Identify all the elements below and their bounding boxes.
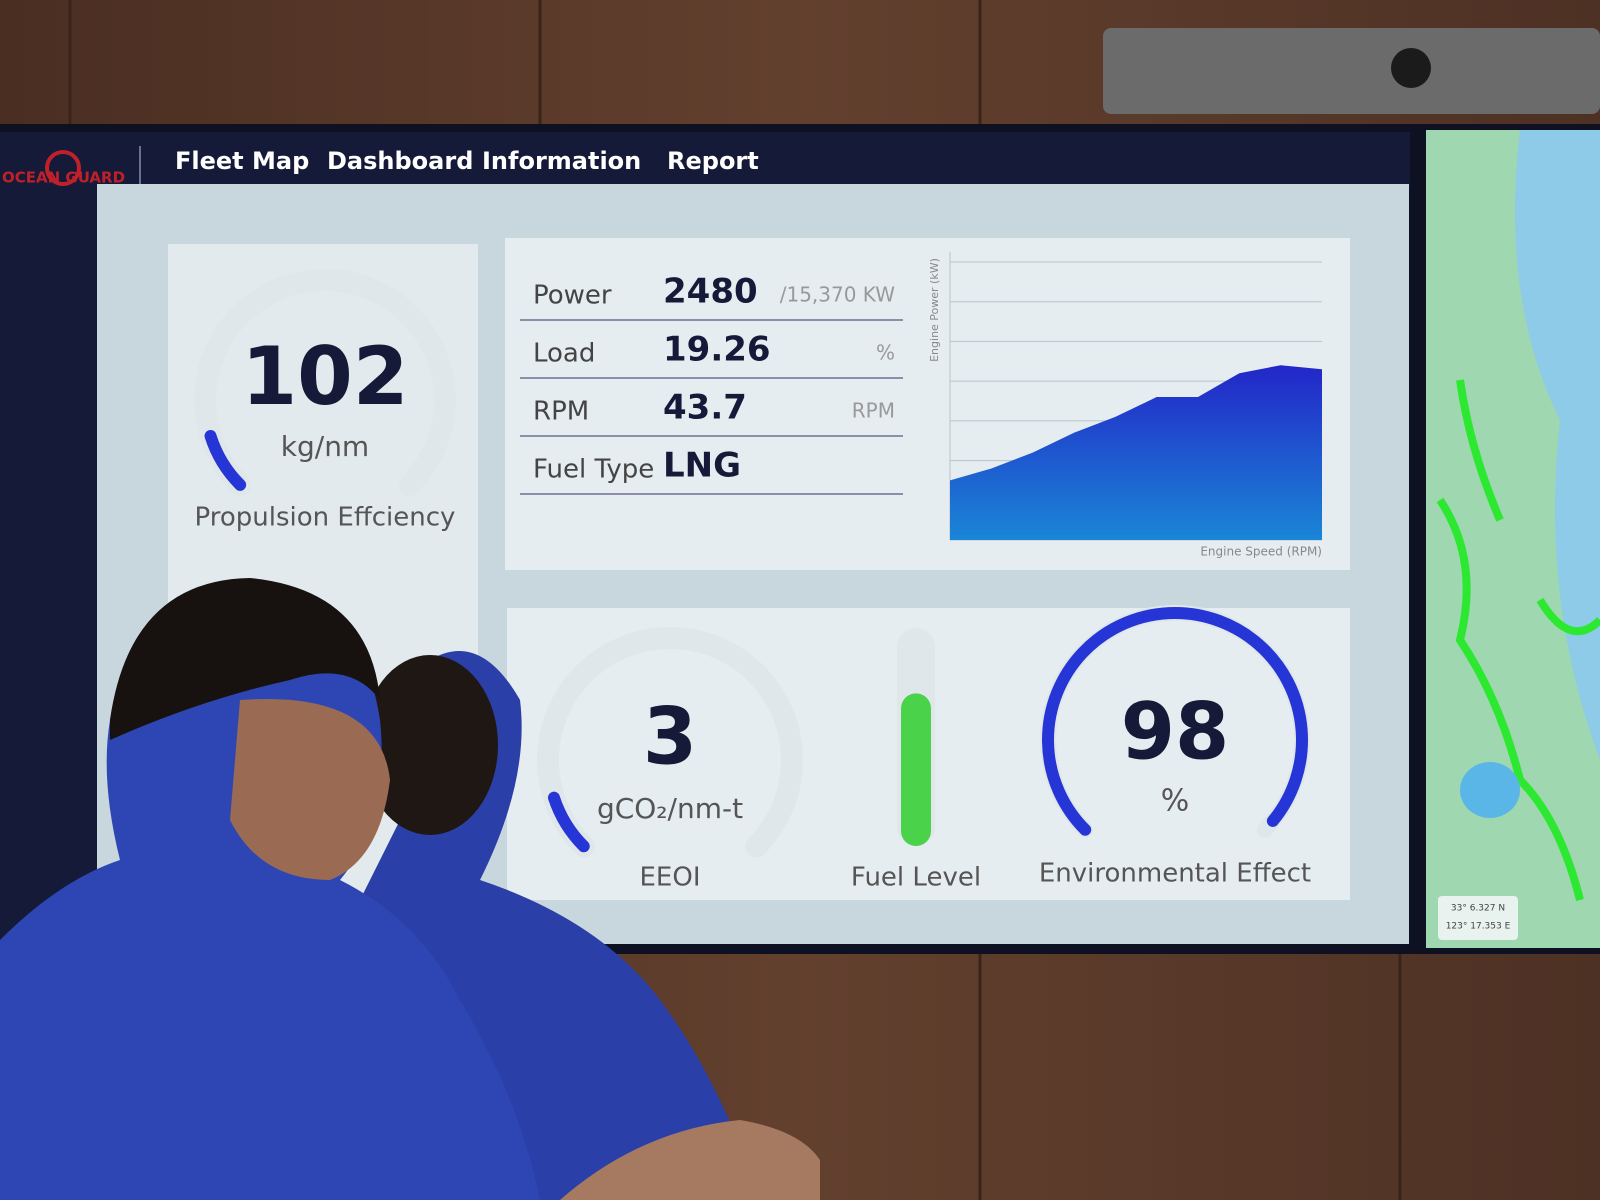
- map-routes: [1436, 379, 1600, 901]
- nav-bar: [0, 132, 1410, 190]
- camera-bar: [1103, 28, 1600, 114]
- fuel-label: Fuel Level: [851, 863, 981, 893]
- row-value: 19.26: [663, 330, 771, 370]
- content: 102 kg/nm Propulsion Effciency 3 gCO₂/nm-t EE…: [194, 252, 1322, 893]
- logo: OCEAN GUARD: [2, 169, 125, 187]
- gauge-arc: [1042, 607, 1308, 836]
- gauge-arc: [547, 791, 590, 853]
- camera-lens: [1391, 48, 1431, 88]
- row-label: Power: [533, 281, 612, 311]
- person-head: [362, 655, 498, 835]
- hand: [560, 1120, 820, 1200]
- gauge-value: 98: [1121, 687, 1230, 777]
- gauge-track: [194, 269, 456, 496]
- gauge-label: Propulsion Effciency: [195, 503, 456, 533]
- x-axis-label: Engine Speed (RPM): [1200, 545, 1322, 559]
- gauge-unit: kg/nm: [281, 430, 369, 463]
- gauge-value: 3: [643, 692, 697, 782]
- row-value: 2480: [663, 272, 758, 312]
- sidebar: [0, 190, 97, 944]
- gauge-value: 102: [242, 330, 409, 423]
- gauge-arc: [204, 430, 247, 491]
- row-label: Fuel Type: [533, 455, 654, 485]
- row-unit: %: [876, 341, 895, 365]
- person-face: [230, 699, 390, 880]
- row-label: RPM: [533, 397, 589, 427]
- nav-item[interactable]: Information: [482, 147, 641, 175]
- map-coords-box: [1438, 896, 1518, 940]
- gauge-label: EEOI: [640, 863, 701, 893]
- y-axis-label: Engine Power (kW): [928, 258, 941, 362]
- row-label: Load: [533, 339, 595, 369]
- fuel-bar: [901, 693, 931, 846]
- row-value: 43.7: [663, 388, 747, 428]
- map-coord: 33° 6.327 N: [1451, 904, 1505, 914]
- map-lake: [1460, 762, 1520, 818]
- row-unit: RPM: [852, 399, 895, 423]
- nav-item[interactable]: Dashboard: [327, 147, 473, 175]
- gauge-track: [537, 627, 803, 858]
- person: [0, 580, 540, 1200]
- area: [950, 365, 1322, 540]
- person-hair: [110, 578, 380, 740]
- gauge-label: Environmental Effect: [1039, 859, 1311, 889]
- map-sea: [1426, 130, 1600, 760]
- gauge-unit: %: [1161, 784, 1190, 819]
- row-unit: /15,370 KW: [780, 283, 895, 307]
- nav-items: Fleet Map Dashboard Information Report: [175, 147, 759, 175]
- people: [0, 578, 820, 1200]
- row-value: LNG: [663, 446, 741, 486]
- logo-mark: [45, 150, 81, 186]
- gauge-unit: gCO₂/nm-t: [597, 792, 743, 825]
- map-coord: 123° 17.353 E: [1446, 922, 1511, 932]
- nav-item[interactable]: Fleet Map: [175, 147, 309, 175]
- nav-item[interactable]: Report: [667, 147, 759, 175]
